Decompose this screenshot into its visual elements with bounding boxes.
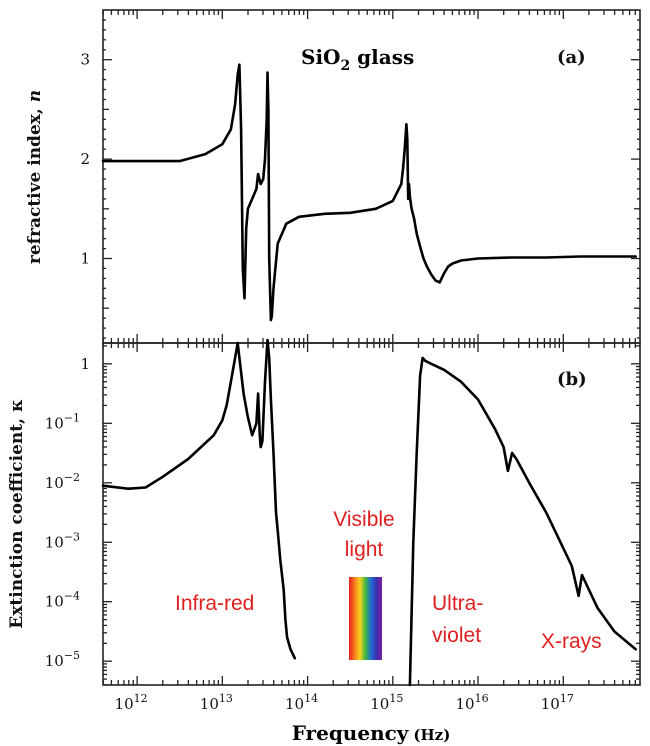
panel-a-series-line: [101, 63, 637, 322]
annotation-light: light: [345, 538, 384, 561]
panel-a-y-tick-label: 3: [80, 51, 90, 69]
panel-a-tag: (a): [557, 47, 586, 68]
spectrum-rect: [349, 577, 382, 660]
panel-b-ticks: [102, 343, 640, 686]
panel-a-ticks: [102, 10, 640, 343]
panel-b-series-line-1: [101, 338, 297, 660]
annotation-visible: Visible: [333, 508, 394, 531]
panel-b-tag: (b): [557, 369, 587, 390]
chart-title: SiO2 glass: [301, 45, 414, 74]
panel-a-y-tick-label: 1: [80, 250, 90, 268]
panel-b-y-tick-labels: 10−5 10−4 10−3 10−2 10−1 1: [45, 355, 90, 670]
x-tick-label: 1014: [285, 692, 318, 713]
x-tick-label: 1013: [200, 692, 233, 713]
panel-a-y-axis-title: refractive index, n: [25, 90, 45, 264]
panel-b-y-axis-title: Extinction coefficient, κ: [7, 399, 27, 629]
x-axis-title: Frequency (Hz): [292, 721, 451, 745]
panel-a: 1 2 3 (a) SiO2 glass refractive index, n: [25, 9, 641, 344]
visible-spectrum-bar: [349, 577, 382, 660]
x-tick-label: 1017: [541, 692, 574, 713]
annotation-violet: violet: [432, 624, 481, 647]
panel-a-y-tick-label: 2: [80, 150, 90, 168]
panel-a-y-tick-labels: 1 2 3: [80, 51, 90, 268]
x-tick-label: 1012: [115, 692, 148, 713]
x-tick-labels: 1012 1013 1014 1015 1016 1017: [115, 692, 574, 713]
y-tick-label: 10−3: [45, 530, 80, 551]
annotation-infra-red: Infra-red: [175, 592, 254, 615]
y-tick-label: 10−4: [45, 590, 80, 611]
y-tick-label: 10−1: [45, 411, 80, 432]
annotation-ultra: Ultra-: [432, 592, 483, 615]
y-tick-label: 10−5: [45, 649, 80, 670]
panel-b: 10−510−410−310−210−11 1012 1013 1014 1015 10…: [7, 338, 641, 745]
x-tick-label: 1015: [370, 692, 403, 713]
panel-b-series-lines: [101, 338, 637, 687]
y-tick-label: 10−2: [45, 471, 80, 492]
annotation-x-rays: X-rays: [541, 630, 602, 653]
y-tick-label: 1: [80, 355, 90, 373]
panel-b-series-line-2: [408, 356, 637, 687]
x-tick-label: 1016: [456, 692, 489, 713]
